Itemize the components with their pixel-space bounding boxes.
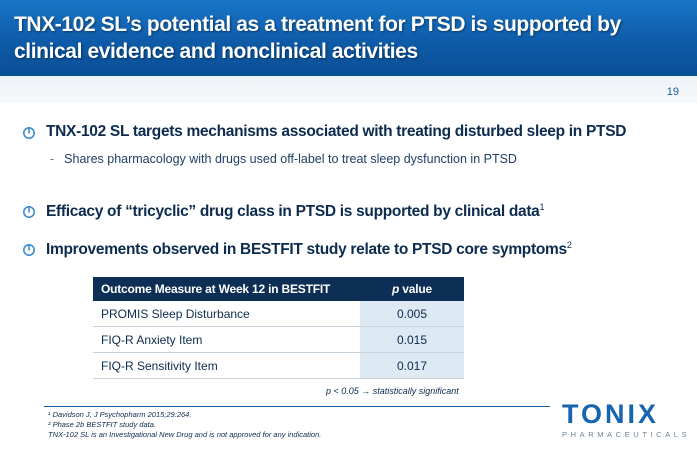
outcome-cell: FIQ-R Anxiety Item — [93, 326, 360, 353]
title-banner: TNX-102 SL’s potential as a treatment fo… — [0, 0, 697, 76]
bullet-mechanisms: TNX-102 SL targets mechanisms associated… — [22, 123, 692, 141]
bullet-icon — [23, 244, 35, 256]
p-symbol: p — [392, 282, 400, 296]
bullet-text: TNX-102 SL targets mechanisms associated… — [46, 123, 627, 140]
footnotes: ¹ Davidson J, J Psychopharm 2015;29:264.… — [48, 410, 321, 440]
sub-bullet-text: Shares pharmacology with drugs used off-… — [64, 152, 517, 166]
logo-subtitle: PHARMACEUTICALS — [562, 430, 691, 439]
bullet-icon — [23, 127, 35, 139]
outcome-cell: FIQ-R Sensitivity Item — [93, 352, 360, 379]
slide-title: TNX-102 SL’s potential as a treatment fo… — [14, 13, 621, 63]
table-row: FIQ-R Sensitivity Item 0.017 — [93, 352, 464, 379]
significance-note: p < 0.05 → statistically significant — [326, 386, 459, 396]
footnote-disclaimer: TNX-102 SL is an Investigational New Dru… — [48, 430, 322, 439]
bullet-text: Improvements observed in BESTFIT study r… — [46, 240, 572, 259]
table-row: FIQ-R Anxiety Item 0.015 — [93, 326, 464, 353]
footnote-2: ² Phase 2b BESTFIT study data. — [48, 420, 156, 429]
bullet-bestfit: Improvements observed in BESTFIT study r… — [22, 240, 692, 259]
page-number: 19 — [666, 86, 679, 98]
p-value-cell: 0.015 — [360, 326, 464, 353]
p-value-cell: 0.005 — [360, 301, 464, 327]
logo-wordmark: TONIX — [562, 399, 660, 429]
footnote-ref: 2 — [566, 240, 572, 250]
header-strip — [0, 76, 697, 103]
p-value-cell: 0.017 — [360, 352, 464, 379]
footer-divider — [44, 406, 550, 407]
bullet-text-main: Efficacy of “tricyclic” drug class in PT… — [46, 203, 540, 221]
table-row: PROMIS Sleep Disturbance 0.005 — [93, 301, 464, 327]
bullet-efficacy: Efficacy of “tricyclic” drug class in PT… — [22, 202, 692, 221]
value-label: value — [399, 282, 432, 296]
column-header-p-value: p value — [360, 277, 464, 301]
footnote-1: ¹ Davidson J, J Psychopharm 2015;29:264. — [48, 410, 192, 419]
outcome-cell: PROMIS Sleep Disturbance — [93, 301, 360, 327]
table-header-row: Outcome Measure at Week 12 in BESTFIT p … — [93, 277, 464, 301]
outcome-table: Outcome Measure at Week 12 in BESTFIT p … — [93, 277, 464, 379]
sub-bullet-dash: - — [50, 152, 55, 166]
footnote-ref: 1 — [539, 202, 545, 212]
tonix-logo: TONIX PHARMACEUTICALS — [560, 399, 687, 443]
bullet-text: Efficacy of “tricyclic” drug class in PT… — [46, 202, 545, 221]
sub-bullet: - Shares pharmacology with drugs used off… — [50, 152, 517, 166]
column-header-outcome: Outcome Measure at Week 12 in BESTFIT — [93, 277, 360, 301]
bullet-text-main: Improvements observed in BESTFIT study r… — [46, 241, 567, 259]
bullet-icon — [23, 206, 35, 218]
